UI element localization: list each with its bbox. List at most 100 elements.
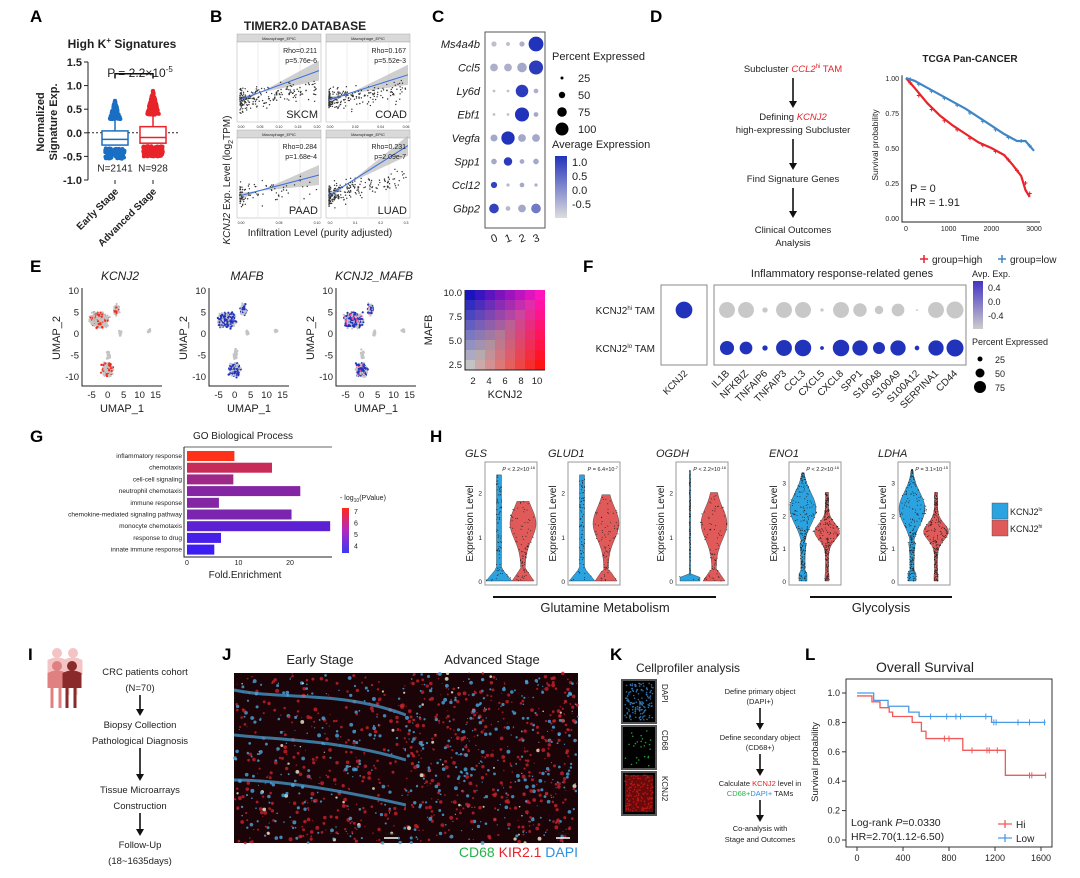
e-cell-point [242,310,246,313]
e-cell-point [234,322,237,325]
b-point [241,196,243,198]
h-jitter-point [524,522,526,524]
b-point [274,96,276,98]
h-ylabel: Expression Level [465,485,476,561]
e-cell-point [106,319,109,322]
b-point [279,81,282,84]
c-dot [533,158,539,165]
b-point [292,92,294,94]
b-point [333,184,336,186]
b-point [346,185,348,188]
h-jitter-point [524,563,526,565]
b-point [349,177,352,179]
e-blend-cell [475,360,485,370]
b-point [399,98,401,100]
e-cell-point [229,367,233,370]
f-left-box [660,284,708,366]
e-cell-point [236,368,239,371]
b-point [329,87,332,90]
c-dot [518,134,526,142]
b-point [349,189,352,192]
h-jitter-point [528,518,530,520]
b-point [301,186,304,188]
e-blend-cell [495,310,505,320]
b-strip-label: Macrophage_EPIC [351,36,385,41]
b-point [249,107,252,109]
h-ylabel: Expression Level [548,485,559,561]
b-point [288,99,290,101]
g-term-label: response to drug [133,535,182,542]
h-jitter-point [533,516,535,518]
b-point [366,95,369,97]
h-jitter-point [497,476,499,478]
h-jitter-point [527,545,529,547]
h-jitter-point [532,536,534,538]
e-blend-xtick: 10 [532,376,543,387]
e-cell-point [97,314,101,317]
e-cell-point [108,315,111,319]
d-flow-step: Find Signature Genes [747,174,840,185]
e-xtick: 10 [134,390,145,401]
b-point [343,198,345,201]
e-cell-point [363,363,366,366]
b-point [275,99,278,101]
d-km-censor [1027,143,1032,148]
b-point [328,91,331,93]
b-point [328,201,330,203]
h-jitter-point [525,552,527,554]
arrow-head [789,211,797,218]
b-point [329,200,331,202]
b-point [345,178,347,181]
e-cell-point [354,320,357,324]
e-blend-cell [495,330,505,340]
e-cell-point [115,302,118,306]
b-point [251,103,254,105]
e-cell-point [103,372,106,375]
c-dot [492,113,496,116]
e-blend-xtick: 4 [486,376,491,387]
b-point [265,91,268,94]
f-dot [820,346,824,350]
e-blend-cell [505,320,515,330]
c-dot [506,42,510,46]
b-point [367,178,370,180]
b-point [328,88,330,91]
b-point [269,185,272,188]
b-point [306,185,308,188]
b-point [383,186,385,188]
b-point [258,96,260,98]
b-point [343,99,345,101]
b-point [329,94,331,97]
b-point [300,90,302,93]
b-point [266,107,268,109]
b-point [334,187,337,190]
b-point [361,191,363,194]
b-point [405,176,407,179]
h-jitter-point [520,559,522,561]
a-outlier-point [144,145,149,150]
panel-label-e: E [30,257,41,276]
d-flow-text: Subcluster [744,64,792,75]
b-point [239,202,241,204]
b-point [389,91,392,93]
h-jitter-point [524,571,526,573]
b-cancer-label: LUAD [378,205,407,217]
h-jitter-point [583,507,585,509]
h-jitter-point [496,518,498,520]
e-ytick: -10 [65,372,79,383]
d-km-censor [1014,168,1019,173]
f-colorbar-label: -0.4 [988,311,1004,321]
b-point [379,181,381,184]
e-cell-point [365,371,369,374]
a-outlier-point [151,151,156,156]
a-ytick-label: 1.5 [67,57,82,69]
b-point [396,88,398,90]
e-blend-cell [475,290,485,300]
e-cell-point [99,323,102,326]
b-point [289,91,291,93]
e-cell-point [364,369,368,372]
e-cell-point [221,313,224,316]
d-km-censor [980,119,985,124]
c-legend-size-label: 100 [578,124,596,136]
c-dot [490,134,498,142]
